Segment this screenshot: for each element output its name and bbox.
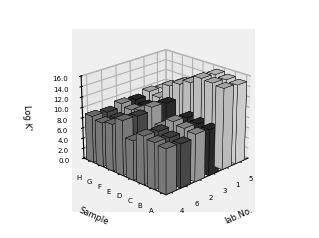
X-axis label: lab.No.: lab.No. xyxy=(223,206,254,226)
Y-axis label: Sample: Sample xyxy=(78,205,110,226)
